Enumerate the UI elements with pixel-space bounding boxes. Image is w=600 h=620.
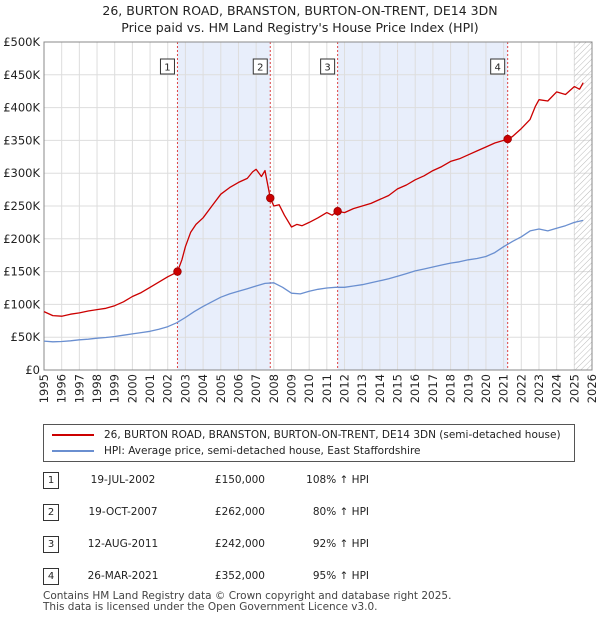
sale-point-3 (333, 207, 342, 216)
marker-number: 1 (164, 63, 170, 74)
x-tick-label: 2013 (355, 374, 369, 403)
x-tick-label: 2006 (231, 374, 245, 403)
x-tick-label: 2008 (267, 374, 281, 403)
legend: 26, BURTON ROAD, BRANSTON, BURTON-ON-TRE… (43, 424, 575, 462)
table-row: 4 26-MAR-2021 £352,000 95% ↑ HPI (43, 568, 583, 586)
table-row: 2 19-OCT-2007 £262,000 80% ↑ HPI (43, 504, 583, 522)
x-tick-label: 2000 (125, 374, 139, 403)
x-tick-label: 2021 (497, 374, 511, 403)
marker-box (490, 58, 506, 75)
transaction-hpi-change: 80% ↑ HPI (312, 506, 369, 518)
x-tick-label: 2026 (585, 374, 599, 403)
y-tick-label: £0 (25, 363, 40, 377)
x-tick-label: 2011 (320, 374, 334, 403)
table-row: 1 19-JUL-2002 £150,000 108% ↑ HPI (43, 472, 583, 490)
footer-license: This data is licensed under the Open Gov… (43, 601, 378, 613)
x-tick-label: 2007 (249, 374, 263, 403)
transaction-hpi-change: 92% ↑ HPI (312, 538, 369, 550)
x-tick-label: 2024 (550, 374, 564, 403)
marker-label-2: 2 (252, 58, 268, 75)
legend-price-label: 26, BURTON ROAD, BRANSTON, BURTON-ON-TRE… (104, 429, 561, 441)
marker-number: 2 (257, 63, 263, 74)
x-tick-label: 1999 (108, 374, 122, 403)
x-tick-label: 2014 (373, 374, 387, 403)
transaction-date: 12-AUG-2011 (87, 538, 159, 550)
legend-item-price: 26, BURTON ROAD, BRANSTON, BURTON-ON-TRE… (52, 427, 561, 443)
transaction-price: £150,000 (214, 474, 265, 486)
x-tick-label: 2002 (161, 374, 175, 403)
table-row: 3 12-AUG-2011 £242,000 92% ↑ HPI (43, 536, 583, 554)
chart-title-block: 26, BURTON ROAD, BRANSTON, BURTON-ON-TRE… (0, 2, 600, 36)
chart-subtitle: Price paid vs. HM Land Registry's House … (121, 20, 479, 35)
y-tick-label: £50K (11, 330, 41, 344)
x-tick-label: 2017 (426, 374, 440, 403)
y-tick-label: £350K (3, 133, 40, 147)
x-tick-label: 1996 (55, 374, 69, 403)
x-tick-label: 2005 (214, 374, 228, 403)
x-tick-label: 2001 (143, 374, 157, 403)
x-tick-label: 1997 (72, 374, 86, 403)
y-tick-label: £150K (3, 265, 40, 279)
transaction-date: 19-JUL-2002 (90, 474, 156, 486)
transaction-date: 19-OCT-2007 (88, 506, 158, 518)
marker-label-4: 4 (490, 58, 506, 75)
y-tick-label: £250K (3, 199, 40, 213)
transaction-number-badge: 2 (43, 504, 59, 521)
transaction-price: £262,000 (214, 506, 265, 518)
x-tick-label: 2016 (408, 374, 422, 403)
x-tick-label: 2015 (391, 374, 405, 403)
sale-point-2 (266, 193, 275, 203)
sale-point-4 (503, 134, 512, 144)
y-tick-label: £450K (3, 68, 40, 82)
transaction-price: £242,000 (214, 538, 265, 550)
sale-point-1 (173, 267, 182, 276)
marker-number: 4 (494, 63, 500, 74)
x-tick-label: 2020 (479, 374, 493, 403)
x-tick-label: 2009 (284, 374, 298, 403)
x-tick-label: 2022 (514, 374, 528, 403)
hpi-series-line (43, 219, 584, 343)
price-series-line (43, 82, 584, 317)
x-tick-label: 2003 (178, 374, 192, 403)
x-tick-label: 2012 (338, 374, 352, 403)
price-chart: 1 2 3 4 £0 £50K £100K £150K £200K £250K £300K £350K… (3, 35, 599, 403)
transaction-date: 26-MAR-2021 (87, 570, 159, 582)
legend-hpi-label: HPI: Average price, semi-detached house,… (104, 445, 421, 457)
marker-label-3: 3 (320, 58, 336, 75)
plot-frame (43, 41, 593, 371)
legend-item-hpi: HPI: Average price, semi-detached house,… (52, 443, 421, 459)
transaction-number-badge: 3 (43, 536, 59, 553)
y-tick-label: £200K (3, 232, 40, 246)
forecast-hatch (574, 42, 592, 370)
x-tick-label: 1995 (37, 374, 51, 403)
x-tick-label: 2023 (532, 374, 546, 403)
legend-price-swatch (52, 434, 94, 436)
transaction-number-badge: 1 (43, 472, 59, 489)
chart-title: 26, BURTON ROAD, BRANSTON, BURTON-ON-TRE… (102, 3, 498, 18)
transaction-price: £352,000 (214, 570, 265, 582)
transaction-hpi-change: 95% ↑ HPI (312, 570, 369, 582)
marker-box (252, 58, 268, 75)
marker-label-1: 1 (159, 58, 175, 75)
footer-attribution: Contains HM Land Registry data © Crown c… (43, 591, 451, 613)
legend-hpi-swatch (52, 450, 94, 452)
footer-copyright: Contains HM Land Registry data © Crown c… (43, 590, 452, 602)
marker-box (159, 58, 175, 75)
x-tick-label: 2010 (302, 374, 316, 403)
y-tick-label: £100K (3, 297, 40, 311)
marker-number: 3 (324, 63, 330, 74)
x-tick-label: 2018 (444, 374, 458, 403)
transaction-number-badge: 4 (43, 568, 59, 585)
y-tick-label: £300K (3, 166, 40, 180)
y-tick-label: £400K (3, 101, 40, 115)
x-tick-label: 2019 (461, 374, 475, 403)
transaction-hpi-change: 108% ↑ HPI (306, 474, 369, 486)
x-tick-label: 1998 (90, 374, 104, 403)
x-tick-label: 2004 (196, 374, 210, 403)
x-tick-label: 2025 (567, 374, 581, 403)
y-tick-label: £500K (3, 35, 40, 49)
marker-box (320, 58, 336, 75)
